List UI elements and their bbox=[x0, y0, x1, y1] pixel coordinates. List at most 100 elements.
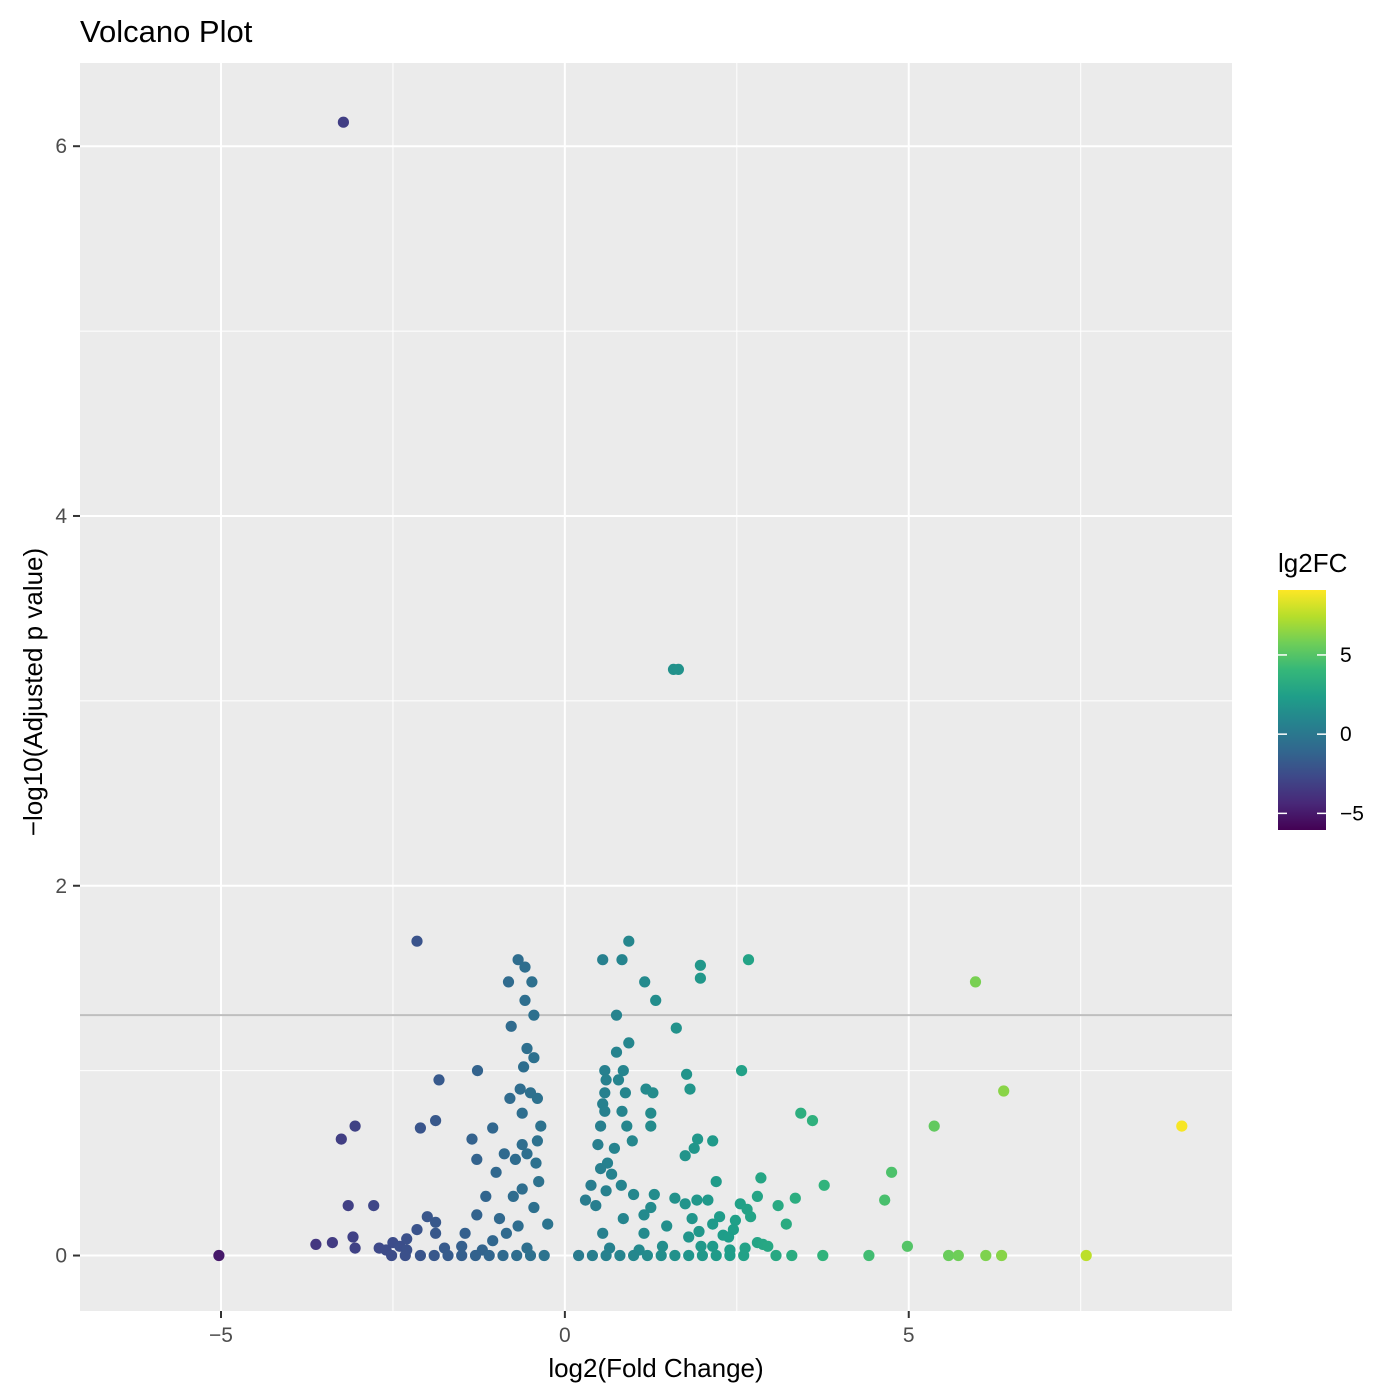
data-point bbox=[707, 1218, 719, 1230]
data-point bbox=[707, 1240, 719, 1252]
data-point bbox=[969, 976, 982, 988]
data-point bbox=[655, 1249, 667, 1262]
data-point bbox=[411, 935, 423, 947]
data-point bbox=[638, 1209, 650, 1221]
data-point bbox=[696, 1249, 709, 1262]
data-point bbox=[504, 1092, 516, 1104]
data-point bbox=[521, 1042, 533, 1055]
data-point bbox=[490, 1166, 502, 1178]
data-point bbox=[928, 1120, 940, 1132]
data-point bbox=[623, 935, 635, 947]
data-point bbox=[349, 1120, 361, 1132]
data-points bbox=[213, 116, 1188, 1262]
data-point bbox=[493, 1213, 506, 1225]
grid-minor bbox=[80, 63, 1232, 1311]
data-point bbox=[641, 1249, 654, 1262]
data-point bbox=[745, 1211, 757, 1223]
legend-title: lg2FC bbox=[1278, 548, 1347, 578]
data-point bbox=[679, 1150, 691, 1162]
data-point bbox=[729, 1214, 742, 1226]
data-point bbox=[684, 1083, 696, 1095]
data-point bbox=[597, 1227, 609, 1239]
data-point bbox=[579, 1194, 592, 1206]
data-point bbox=[1176, 1120, 1188, 1132]
data-point bbox=[586, 1249, 599, 1262]
data-point bbox=[742, 954, 755, 966]
data-point bbox=[952, 1249, 964, 1262]
data-point bbox=[480, 1190, 492, 1202]
data-point bbox=[487, 1122, 499, 1134]
data-point bbox=[466, 1133, 478, 1145]
data-point bbox=[533, 1176, 545, 1188]
data-point bbox=[751, 1190, 764, 1202]
data-point bbox=[428, 1249, 440, 1262]
data-point bbox=[623, 1037, 635, 1049]
data-point bbox=[772, 1200, 784, 1212]
data-point bbox=[600, 1074, 612, 1086]
data-point bbox=[686, 1213, 698, 1225]
grid-major bbox=[80, 63, 1232, 1311]
data-point bbox=[411, 1224, 423, 1236]
data-point bbox=[535, 1120, 547, 1132]
data-point bbox=[694, 972, 707, 984]
data-point bbox=[683, 1249, 695, 1262]
data-point bbox=[786, 1249, 798, 1262]
data-point bbox=[669, 1192, 681, 1204]
y-tick-label: 0 bbox=[55, 1245, 67, 1268]
x-tick-label: 0 bbox=[559, 1324, 571, 1347]
data-point bbox=[669, 1249, 681, 1262]
data-point bbox=[694, 959, 707, 971]
data-point bbox=[789, 1192, 801, 1204]
data-point bbox=[442, 1249, 454, 1262]
data-point bbox=[770, 1249, 782, 1262]
data-point bbox=[619, 1087, 632, 1099]
data-point bbox=[628, 1188, 640, 1201]
data-point bbox=[310, 1238, 322, 1250]
data-point bbox=[414, 1122, 426, 1134]
data-point bbox=[628, 1249, 640, 1262]
data-point bbox=[421, 1211, 433, 1223]
data-point bbox=[386, 1249, 398, 1262]
legend-tick-label: −5 bbox=[1340, 802, 1364, 825]
y-axis-ticks: 0 2 4 6 bbox=[55, 135, 80, 1268]
data-point bbox=[762, 1240, 774, 1252]
y-tick-label: 2 bbox=[55, 875, 67, 898]
data-point bbox=[656, 1240, 669, 1252]
x-tick-label: 5 bbox=[903, 1324, 915, 1347]
data-point bbox=[672, 663, 685, 676]
data-point bbox=[980, 1249, 992, 1262]
data-point bbox=[621, 1120, 633, 1132]
data-point bbox=[335, 1133, 347, 1145]
data-point bbox=[608, 1142, 621, 1154]
data-point bbox=[806, 1115, 819, 1127]
data-point bbox=[600, 1249, 612, 1262]
data-point bbox=[487, 1235, 499, 1247]
data-point bbox=[538, 1249, 550, 1262]
data-point bbox=[524, 1249, 537, 1262]
data-point bbox=[521, 1148, 533, 1160]
data-point bbox=[702, 1194, 714, 1206]
data-point bbox=[943, 1249, 955, 1262]
data-point bbox=[511, 1249, 523, 1262]
data-point bbox=[615, 1179, 627, 1191]
data-point bbox=[507, 1190, 519, 1202]
data-point bbox=[519, 961, 531, 973]
data-point bbox=[688, 1142, 700, 1154]
data-point bbox=[818, 1179, 830, 1191]
data-point bbox=[736, 1065, 748, 1077]
data-point bbox=[573, 1249, 585, 1262]
data-point bbox=[430, 1216, 442, 1228]
data-point bbox=[512, 954, 524, 966]
data-point bbox=[599, 1065, 611, 1077]
data-point bbox=[879, 1194, 891, 1206]
data-point bbox=[337, 116, 349, 128]
data-point bbox=[471, 1065, 484, 1077]
data-point bbox=[996, 1249, 1008, 1262]
data-point bbox=[661, 1220, 673, 1232]
data-point bbox=[342, 1200, 354, 1212]
data-point bbox=[683, 1231, 695, 1243]
data-point bbox=[645, 1107, 657, 1119]
x-axis-title: log2(Fold Change) bbox=[548, 1353, 763, 1383]
legend-ticks: 5 0 −5 bbox=[1278, 644, 1364, 825]
